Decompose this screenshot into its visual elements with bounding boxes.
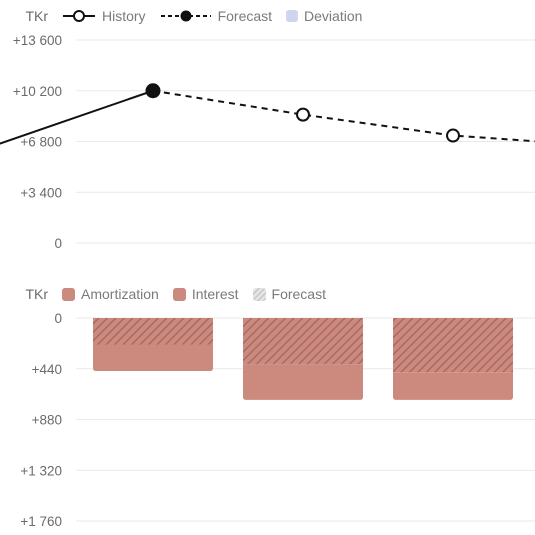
line-chart: +13 600 +10 200 +6 800 +3 400 0	[0, 33, 535, 251]
interest-legend-icon	[172, 287, 186, 301]
amortization-legend-icon	[62, 287, 75, 301]
legend-label-history: History	[102, 8, 146, 24]
legend-item-amortization[interactable]: Amortization	[62, 286, 159, 302]
legend-label-interest: Interest	[191, 286, 239, 302]
legend-label-amortization: Amortization	[81, 286, 159, 302]
bar-solid-segment	[393, 372, 513, 400]
history-legend-icon	[63, 10, 95, 22]
bar-group	[393, 318, 513, 400]
forecast-legend-icon	[160, 10, 211, 22]
legend-item-history[interactable]: History	[62, 8, 146, 24]
bar-chart-y-tick-label: +1 320	[20, 463, 62, 478]
bar-group	[93, 318, 213, 372]
line-chart-y-tick-label: +3 400	[20, 185, 62, 200]
legend-label-forecast: Forecast	[217, 8, 273, 24]
bar-group	[243, 318, 363, 400]
line-chart-legend: TKr History Forecast Deviation	[0, 6, 376, 26]
legend-label-deviation: Deviation	[304, 8, 363, 24]
bar-hatched-forecast-segment	[93, 318, 213, 345]
deviation-legend-icon	[286, 10, 299, 22]
legend-item-forecast[interactable]: Forecast	[160, 8, 272, 24]
series-line-history	[0, 89, 154, 145]
data-point-marker-filled	[145, 83, 161, 99]
bar-chart-y-tick-label: +440	[32, 362, 62, 377]
bar-chart-y-tick-label: +880	[32, 413, 62, 428]
line-chart-y-tick-label: +10 200	[13, 84, 62, 99]
legend-label-bar-forecast: Forecast	[271, 286, 326, 302]
bar-chart-y-tick-label: 0	[54, 311, 62, 326]
data-point-marker	[446, 128, 460, 143]
legend-item-bar-forecast[interactable]: Forecast	[252, 286, 326, 302]
bar-chart-y-tick-label: +1 760	[20, 514, 62, 529]
series-line-forecast	[152, 89, 535, 143]
legend-item-deviation[interactable]: Deviation	[286, 8, 362, 24]
bar-chart-unit-label: TKr	[25, 286, 48, 302]
hatched-forecast-legend-icon	[252, 287, 266, 301]
bar-chart-legend: TKr Amortization Interest Forecast	[0, 284, 340, 304]
data-point-marker	[296, 107, 310, 122]
bar-solid-segment	[93, 344, 213, 372]
bar-solid-segment	[243, 364, 363, 400]
bar-hatched-forecast-segment	[243, 318, 363, 365]
line-chart-unit-label: TKr	[25, 8, 48, 24]
legend-item-interest[interactable]: Interest	[172, 286, 239, 302]
line-chart-y-tick-label: +6 800	[20, 135, 62, 150]
line-chart-y-tick-label: 0	[54, 236, 62, 251]
line-chart-y-tick-label: +13 600	[13, 33, 62, 48]
bar-hatched-forecast-segment	[393, 318, 513, 373]
